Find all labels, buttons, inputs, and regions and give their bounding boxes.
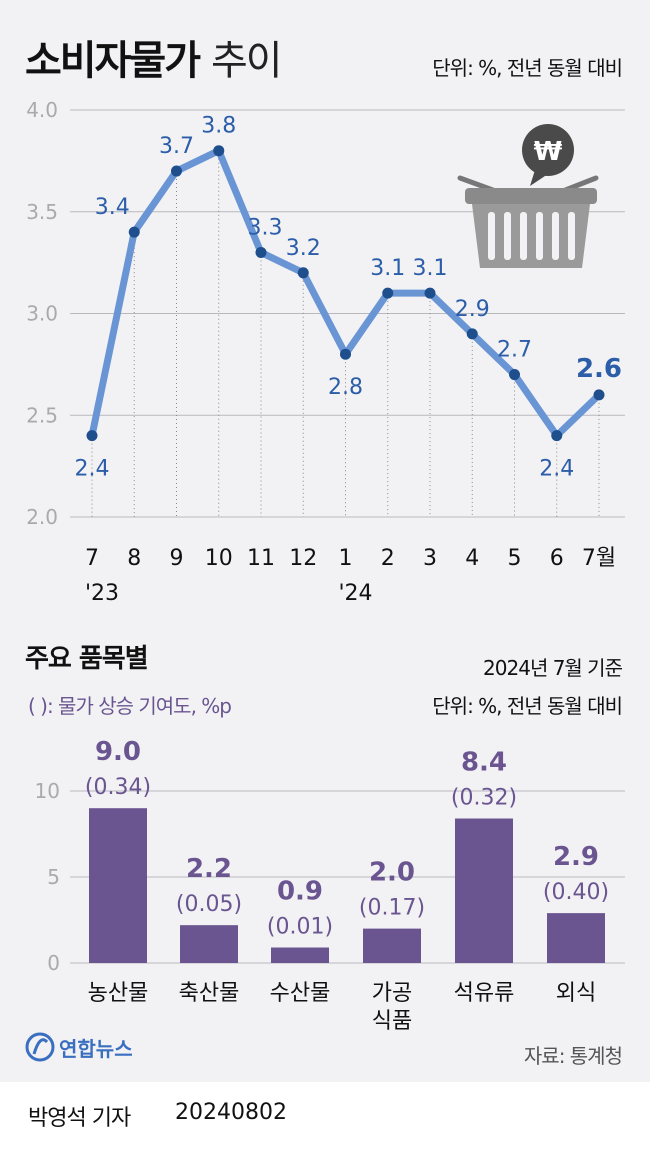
bar	[363, 928, 421, 963]
category-label: 농산물	[88, 981, 149, 1006]
x-tick-label: 4	[465, 546, 479, 571]
basis-date: 2024년 7월 기준	[483, 656, 623, 680]
y-tick-label: 0	[47, 951, 60, 975]
y-tick-label: 4.0	[26, 98, 58, 122]
bar-value-label: 0.9	[277, 877, 323, 907]
logo-icon	[25, 1032, 55, 1062]
y-tick-label: 3.5	[26, 200, 58, 224]
bar-chart: 0 5 10 9.0 (0.34) 농산물 2.2 (0.05) 축산물 0.9 (0.01) 수산물…	[35, 737, 625, 1034]
data-label: 2.6	[576, 354, 622, 384]
bar	[89, 808, 147, 963]
x-tick-label: 6	[550, 546, 564, 571]
bar-value-label: 2.9	[553, 842, 599, 872]
year-label: '23	[85, 581, 119, 606]
x-tick-label: 11	[247, 546, 275, 571]
bar	[547, 913, 605, 963]
bar-value-label: 8.4	[461, 748, 507, 778]
data-label: 3.3	[248, 215, 283, 240]
contribution-note: ( ): 물가 상승 기여도, %p	[28, 694, 232, 718]
x-tick-label: 3	[423, 546, 437, 571]
data-label: 3.1	[370, 256, 405, 281]
data-point	[297, 267, 309, 279]
data-point	[593, 389, 605, 401]
data-label: 3.8	[201, 114, 236, 139]
bar	[180, 925, 238, 963]
x-tick-label: 2	[381, 546, 395, 571]
contribution-label: (0.17)	[359, 896, 425, 921]
x-tick-label: 7	[85, 546, 99, 571]
publish-date: 20240802	[175, 1100, 287, 1125]
x-tick-label: 8	[127, 546, 141, 571]
x-tick-label: 5	[508, 546, 522, 571]
x-tick-label: 10	[205, 546, 233, 571]
data-point	[171, 165, 182, 177]
data-label: 3.2	[286, 236, 321, 261]
year-label: '24	[338, 581, 372, 606]
y-tick-label: 5	[47, 865, 60, 889]
data-point	[466, 328, 478, 340]
line-chart: 2.0 2.5 3.0 3.5 4.0 7 '23 8 9 10 11 12 1 '24 2 3 4 5 6 7월 2.…	[26, 98, 625, 606]
data-point	[213, 145, 225, 157]
contribution-label: (0.40)	[543, 880, 609, 905]
title-bold: 소비자물가	[25, 38, 201, 84]
source: 자료: 통계청	[523, 1044, 623, 1068]
category-label: 외식	[556, 981, 596, 1006]
data-label: 2.9	[455, 297, 490, 322]
data-label: 2.7	[497, 338, 532, 363]
y-tick-label: 10	[35, 779, 60, 803]
footer-bar	[0, 1082, 650, 1150]
data-label: 2.8	[328, 375, 363, 400]
data-label: 3.1	[413, 256, 448, 281]
y-tick-label: 2.5	[26, 403, 58, 427]
data-point	[509, 369, 520, 381]
contribution-label: (0.01)	[267, 915, 333, 940]
data-label: 3.7	[159, 134, 194, 159]
bar-value-label: 9.0	[95, 737, 141, 767]
contribution-label: (0.34)	[85, 775, 151, 800]
data-point	[340, 348, 351, 360]
logo-text: 연합뉴스	[59, 1036, 133, 1061]
data-point	[255, 246, 267, 258]
x-tick-label: 12	[289, 546, 317, 571]
category-label: 가공 식품	[372, 981, 412, 1034]
y-tick-label: 3.0	[26, 302, 58, 326]
category-label: 석유류	[454, 981, 515, 1006]
bar	[455, 818, 513, 963]
chart-title: 소비자물가 추이	[25, 28, 283, 86]
bar-chart-title: 주요 품목별	[25, 644, 149, 674]
bar-unit-label: 단위: %, 전년 동월 대비	[432, 694, 623, 718]
svg-text:₩: ₩	[534, 137, 563, 167]
data-point	[424, 287, 436, 299]
data-label: 3.4	[95, 195, 130, 220]
category-label: 수산물	[270, 981, 331, 1006]
x-tick-label: 7월	[582, 546, 616, 571]
byline: 박영석 기자	[28, 1106, 131, 1131]
shopping-basket-icon: ₩	[457, 124, 599, 268]
data-label: 2.4	[539, 457, 574, 482]
y-tick-label: 2.0	[26, 505, 58, 529]
data-point	[128, 226, 140, 238]
contribution-label: (0.32)	[451, 786, 517, 811]
bar-value-label: 2.2	[186, 854, 232, 884]
x-tick-label: 1	[339, 546, 353, 571]
category-label: 축산물	[179, 981, 240, 1006]
unit-label: 단위: %, 전년 동월 대비	[432, 56, 623, 80]
data-point	[86, 430, 98, 442]
bar	[271, 947, 329, 963]
data-point	[382, 287, 394, 299]
contribution-label: (0.05)	[176, 892, 242, 917]
data-label: 2.4	[75, 457, 110, 482]
yonhap-logo: 연합뉴스	[25, 1032, 133, 1062]
bar-value-label: 2.0	[369, 858, 415, 888]
x-tick-label: 9	[170, 546, 184, 571]
title-light: 추이	[210, 38, 283, 84]
data-point	[551, 430, 563, 442]
